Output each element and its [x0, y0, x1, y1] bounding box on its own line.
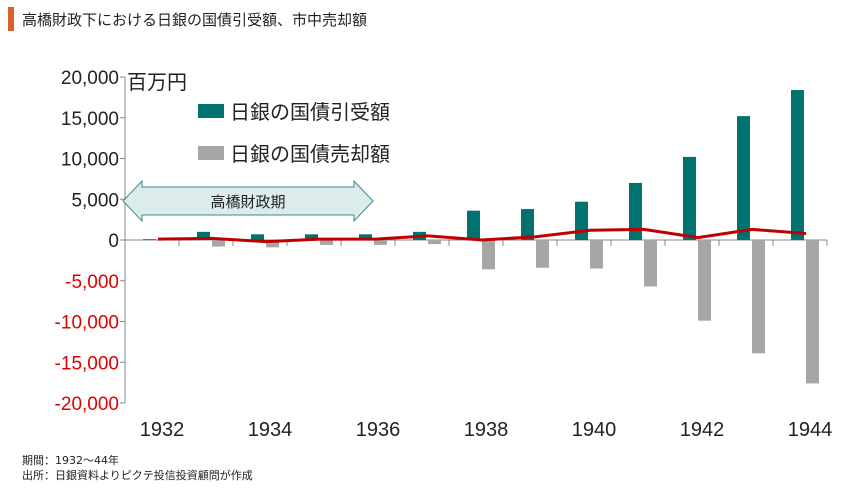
- bar-underwriting: [143, 239, 156, 240]
- bar-sales: [266, 240, 279, 248]
- legend-swatch-sales: [198, 146, 224, 160]
- x-tick-label: 1944: [788, 419, 833, 441]
- x-tick-label: 1934: [248, 419, 293, 441]
- bar-sales: [644, 240, 657, 287]
- y-tick-label: 5,000: [71, 190, 119, 211]
- footer-source: 出所：日銀資料よりピクテ投信投資顧問が作成: [22, 469, 253, 482]
- title-text: 高橋財政下における日銀の国債引受額、市中売却額: [22, 10, 368, 29]
- bar-underwriting: [575, 201, 588, 240]
- y-tick-label: -5,000: [65, 272, 119, 293]
- legend-label-sales: 日銀の国債売却額: [230, 142, 390, 166]
- legend-swatch-underwriting: [198, 104, 224, 118]
- x-tick-label: 1938: [464, 419, 509, 441]
- period-arrow: [122, 179, 374, 223]
- bar-underwriting: [251, 234, 264, 240]
- y-tick-label: 10,000: [61, 150, 119, 171]
- bar-sales: [212, 240, 225, 247]
- bar-underwriting: [683, 156, 696, 240]
- y-tick-label: -10,000: [55, 313, 119, 334]
- title-accent: [8, 7, 14, 31]
- x-tick-label: 1942: [680, 419, 725, 441]
- bar-sales: [590, 240, 603, 269]
- bar-underwriting: [791, 90, 804, 240]
- y-unit-label: 百万円: [127, 70, 187, 94]
- bar-sales: [482, 240, 495, 270]
- x-tick-label: 1932: [140, 419, 185, 441]
- bar-sales: [320, 240, 333, 245]
- bar-sales: [374, 240, 387, 245]
- y-tick-label: -20,000: [55, 394, 119, 415]
- bar-underwriting: [629, 182, 642, 240]
- bar-underwriting: [197, 231, 210, 240]
- bar-underwriting: [467, 210, 480, 240]
- chart-title: 高橋財政下における日銀の国債引受額、市中売却額: [8, 7, 368, 31]
- y-tick-label: 0: [108, 231, 119, 252]
- bar-sales: [752, 240, 765, 354]
- bar-underwriting: [359, 234, 372, 240]
- bar-underwriting: [737, 116, 750, 240]
- bar-sales: [428, 240, 441, 245]
- y-tick-label: -15,000: [55, 353, 119, 374]
- x-tick-label: 1940: [572, 419, 617, 441]
- bar-sales: [536, 240, 549, 268]
- period-label: 高橋財政期: [210, 193, 285, 211]
- bar-sales: [806, 240, 819, 384]
- y-tick-label: 20,000: [61, 68, 119, 89]
- footer-period: 期間：1932～44年: [22, 454, 119, 467]
- y-tick-label: 15,000: [61, 109, 119, 130]
- bar-underwriting: [305, 234, 318, 240]
- bar-underwriting: [521, 209, 534, 240]
- chart: 20,000 15,000 10,000 5,000 0 -5,000 -10,000 -15…: [55, 68, 833, 441]
- legend-label-underwriting: 日銀の国債引受額: [230, 100, 390, 124]
- net-line: [157, 227, 807, 244]
- bar-sales: [698, 240, 711, 321]
- x-tick-label: 1936: [356, 419, 401, 441]
